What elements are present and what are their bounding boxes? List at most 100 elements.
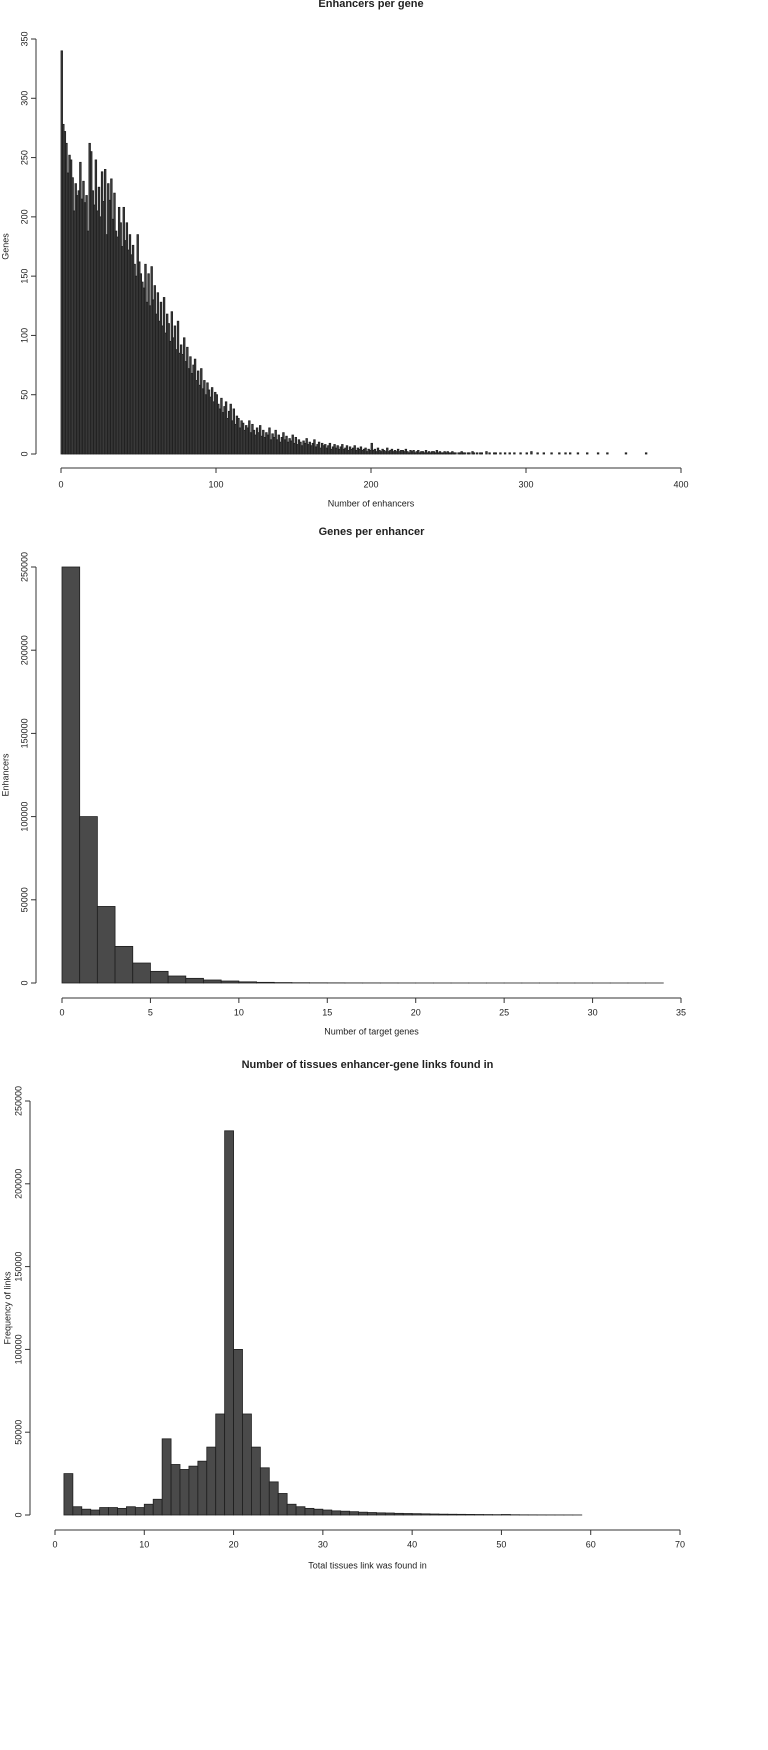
x-axis-label: Number of enhancers <box>328 498 415 508</box>
histogram-bar <box>606 452 609 455</box>
histogram-bar <box>61 566 81 984</box>
histogram-bar <box>349 1511 359 1516</box>
y-tick-label: 100 <box>19 328 29 343</box>
histogram-bar <box>411 1513 422 1516</box>
histogram-bar <box>508 452 511 455</box>
histogram-bar <box>376 1512 386 1516</box>
x-tick-label: 100 <box>208 479 223 489</box>
y-tick-label: 100000 <box>13 1334 23 1364</box>
histogram-bar <box>513 452 516 455</box>
histogram-bar <box>304 1507 315 1516</box>
histogram-bar <box>435 450 439 455</box>
histogram-bar <box>203 979 222 984</box>
x-tick-label: 40 <box>407 1539 417 1549</box>
x-tick-label: 0 <box>59 1007 64 1017</box>
histogram-bar <box>353 445 356 455</box>
histogram-bar <box>286 1503 297 1516</box>
histogram-bar <box>412 450 415 455</box>
histogram-bar <box>438 1513 449 1516</box>
histogram-bar <box>624 452 628 455</box>
histogram-bar <box>468 452 471 455</box>
x-tick-label: 50 <box>496 1539 506 1549</box>
histogram-bar <box>188 1465 199 1516</box>
histogram-bar <box>465 1514 476 1516</box>
histogram-bar <box>328 442 332 455</box>
x-tick-label: 15 <box>322 1007 332 1017</box>
y-axis-label: Enhancers <box>0 753 10 797</box>
histogram-bar <box>558 452 561 455</box>
histogram-bar <box>386 447 389 455</box>
histogram-bar <box>564 452 567 455</box>
histogram-bar <box>542 452 545 455</box>
histogram-bar <box>99 1507 109 1516</box>
y-axis-label: Genes <box>0 233 10 260</box>
histogram-bar <box>251 1446 261 1516</box>
y-tick-label: 300 <box>19 91 29 106</box>
x-tick-label: 25 <box>499 1007 509 1017</box>
histogram-bar <box>417 450 420 455</box>
y-tick-label: 200000 <box>19 635 29 665</box>
histogram-bar <box>313 1508 324 1516</box>
y-tick-label: 350 <box>19 31 29 46</box>
histogram-bar <box>152 1498 163 1516</box>
x-tick-label: 0 <box>58 479 63 489</box>
x-tick-label: 20 <box>411 1007 421 1017</box>
histogram-bar <box>167 975 187 984</box>
chart-title: Genes per enhancer <box>319 526 425 538</box>
histogram-bar <box>402 1513 413 1516</box>
y-tick-label: 100000 <box>19 802 29 832</box>
x-tick-label: 300 <box>518 479 533 489</box>
histogram-bar <box>215 1413 226 1516</box>
y-tick-label: 250000 <box>19 552 29 582</box>
histogram-bar <box>519 452 522 455</box>
histogram-bar <box>161 1438 172 1516</box>
histogram-bar <box>256 981 275 984</box>
histogram-bar <box>429 1513 440 1516</box>
histogram-bar <box>525 452 528 455</box>
histogram-bar <box>447 1513 458 1516</box>
histogram-bar <box>134 1507 145 1516</box>
histogram-bar <box>456 1513 467 1516</box>
x-tick-label: 20 <box>229 1539 239 1549</box>
y-tick-label: 50 <box>19 390 29 400</box>
histogram-bar <box>472 452 476 455</box>
histogram-bar <box>420 1513 431 1516</box>
x-axis-label: Total tissues link was found in <box>308 1560 427 1570</box>
histogram-bar <box>454 452 457 455</box>
histogram-bar <box>96 906 116 984</box>
histogram-bar <box>586 452 589 455</box>
y-tick-label: 250000 <box>13 1086 23 1116</box>
y-tick-label: 50000 <box>13 1420 23 1445</box>
histogram-bar <box>108 1507 118 1516</box>
x-tick-label: 70 <box>675 1539 685 1549</box>
histogram-bar <box>499 452 502 455</box>
histogram-bar <box>424 450 428 455</box>
y-tick-label: 200 <box>19 209 29 224</box>
histogram-bar <box>90 1509 101 1516</box>
histogram-bar <box>268 1481 279 1516</box>
x-tick-label: 200 <box>363 479 378 489</box>
histogram-bar <box>81 1508 92 1516</box>
y-axis-label: Frequency of links <box>2 1271 12 1345</box>
x-tick-label: 0 <box>52 1539 57 1549</box>
histogram-bar <box>488 452 491 455</box>
histogram-bar <box>259 1467 270 1516</box>
histogram-bar <box>463 452 466 455</box>
x-tick-label: 30 <box>318 1539 328 1549</box>
histogram-bar <box>485 451 488 455</box>
chart-title: Number of tissues enhancer-gene links fo… <box>242 1059 494 1071</box>
histogram-bar <box>126 1506 136 1516</box>
y-tick-label: 150000 <box>19 718 29 748</box>
histogram-bar <box>132 962 151 984</box>
histogram-bar <box>117 1507 127 1516</box>
histogram-bar <box>238 981 257 984</box>
histogram-bar <box>233 1349 243 1516</box>
histogram-bar <box>370 442 373 455</box>
histogram-bar <box>63 1473 74 1516</box>
histogram-bar <box>179 1469 190 1516</box>
histogram-bar <box>143 1503 154 1516</box>
x-tick-label: 60 <box>586 1539 596 1549</box>
histogram-bar <box>242 1413 252 1516</box>
histogram-bar <box>503 452 507 455</box>
